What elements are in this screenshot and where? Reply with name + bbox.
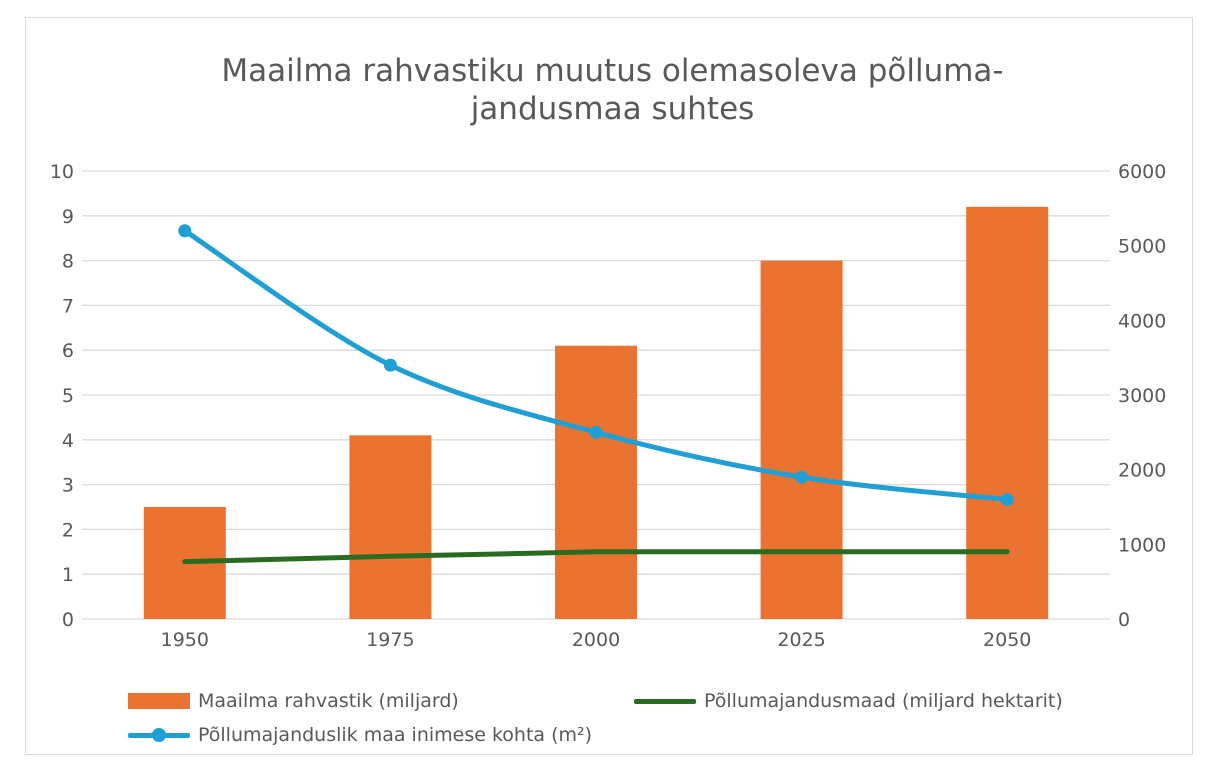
legend-item-agricultural-land: Põllumajandusmaad (miljard hektarit) <box>634 690 1063 712</box>
y-left-tick-label: 5 <box>62 385 74 407</box>
y-left-tick-label: 8 <box>62 251 74 273</box>
legend-item-population: Maailma rahvastik (miljard) <box>128 690 459 712</box>
y-left-tick-label: 1 <box>62 564 74 586</box>
y-right-tick-label: 3000 <box>1118 385 1166 407</box>
x-tick-label: 1950 <box>161 629 209 651</box>
y-left-tick-label: 0 <box>62 609 74 631</box>
bar <box>349 435 432 619</box>
legend-label-population: Maailma rahvastik (miljard) <box>198 690 459 712</box>
y-right-tick-label: 0 <box>1118 609 1130 631</box>
data-point-land-per-person <box>589 425 603 439</box>
chart-title-line-2: jandusmaa suhtes <box>470 91 755 127</box>
series-line-agricultural-land <box>182 549 1010 565</box>
y-right-tick-label: 1000 <box>1118 534 1166 556</box>
y-left-tick-label: 3 <box>62 475 74 497</box>
y-left-tick-label: 7 <box>62 295 74 317</box>
y-left-tick-label: 6 <box>62 340 74 362</box>
y-left-tick-label: 2 <box>62 519 74 541</box>
chart-title-line-1: Maailma rahvastiku muutus olemasoleva põ… <box>221 53 1004 89</box>
bar <box>966 206 1049 619</box>
bar <box>760 260 843 619</box>
legend-item-land-per-person: Põllumajanduslik maa inimese kohta (m²) <box>128 724 592 746</box>
data-point-land-per-person <box>178 224 192 238</box>
y-left-tick-label: 4 <box>62 430 74 452</box>
y-right-tick-label: 5000 <box>1118 236 1166 258</box>
y-left-tick-label: 9 <box>62 206 74 228</box>
data-point-land-per-person <box>383 358 397 372</box>
bar <box>555 345 637 619</box>
data-point-land-per-person <box>1000 493 1014 507</box>
legend-label-land-per-person: Põllumajanduslik maa inimese kohta (m²) <box>198 724 593 746</box>
legend-swatch-land-per-person <box>128 727 190 743</box>
legend-swatch-agricultural-land <box>634 693 696 709</box>
y-right-tick-label: 2000 <box>1118 460 1166 482</box>
x-tick-label: 2025 <box>777 629 825 651</box>
y-right-tick-label: 4000 <box>1118 310 1166 332</box>
x-tick-label: 2000 <box>572 629 620 651</box>
data-point-land-per-person <box>795 470 809 484</box>
legend-label-agricultural-land: Põllumajandusmaad (miljard hektarit) <box>704 690 1063 712</box>
chart-title: Maailma rahvastiku muutus olemasoleva põ… <box>0 52 1225 128</box>
x-tick-label: 1975 <box>366 629 414 651</box>
y-right-tick-label: 6000 <box>1118 161 1166 183</box>
x-tick-label: 2050 <box>983 629 1031 651</box>
y-left-tick-label: 10 <box>50 161 74 183</box>
legend-swatch-population <box>128 693 190 709</box>
